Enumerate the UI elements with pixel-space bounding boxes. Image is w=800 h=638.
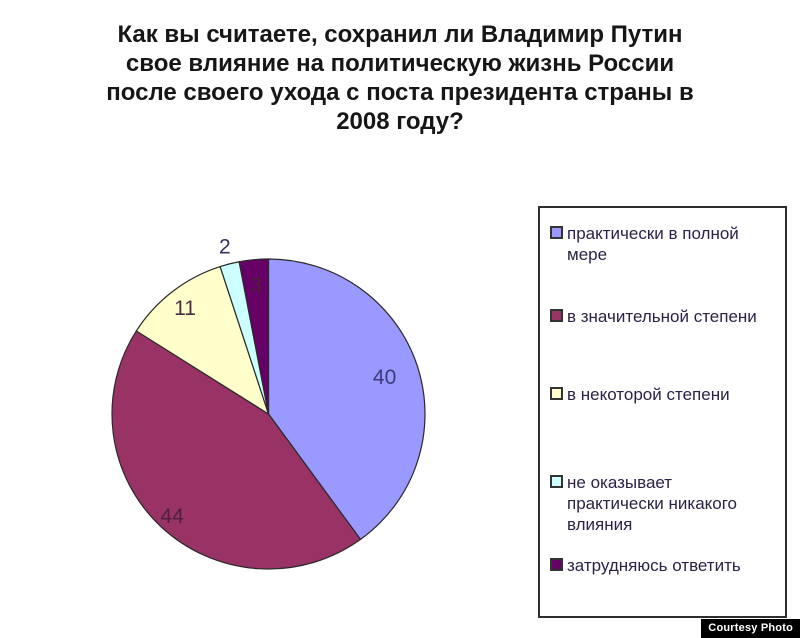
chart-title: Как вы считаете, сохранил ли Владимир Пу…: [0, 20, 800, 136]
pie-slice-1: [111, 330, 362, 570]
pie-value-label-4: 3: [250, 274, 262, 297]
legend-label-some-degree: в некоторой степени: [567, 385, 730, 404]
legend-label-significant-degree: в значительной степени: [567, 307, 757, 326]
legend-label-full-extent: практически в полной мере: [567, 224, 739, 264]
title-line-3: после своего ухода с поста президента ст…: [106, 79, 694, 106]
legend-swatch-some-degree: [550, 387, 563, 400]
title-line-2: свое влияние на политическую жизнь Росси…: [125, 50, 675, 77]
pie-value-label-3: 2: [219, 235, 231, 258]
pie-slice-2: [135, 265, 270, 416]
legend-swatch-no-influence: [550, 475, 563, 488]
legend-swatch-hard-to-answer: [550, 558, 563, 571]
pie-chart: 40 44 11 23: [111, 235, 426, 570]
legend-item-some-degree: в некоторой степени: [550, 384, 771, 405]
credit-badge: Courtesy Photo: [701, 619, 800, 638]
legend-swatch-significant-degree: [550, 309, 563, 322]
pie-value-label-2: 11: [174, 297, 196, 320]
legend-label-no-influence: не оказывает практически никакого влияни…: [567, 473, 738, 534]
pie-slice-4: [238, 258, 270, 415]
legend-swatch-full-extent: [550, 226, 563, 239]
pie-value-label-0: 40: [373, 366, 396, 389]
chart-legend: практически в полной мере в значительной…: [538, 206, 787, 618]
legend-label-hard-to-answer: затрудняюсь ответить: [567, 556, 741, 575]
legend-item-no-influence: не оказывает практически никакого влияни…: [550, 472, 771, 535]
pie-value-label-1: 44: [160, 505, 184, 528]
legend-item-full-extent: практически в полной мере: [550, 223, 771, 265]
title-line-4: 2008 году?: [336, 108, 464, 135]
pie-slice-0: [267, 258, 426, 541]
legend-item-significant-degree: в значительной степени: [550, 306, 771, 327]
title-line-1: Как вы считаете, сохранил ли Владимир Пу…: [117, 21, 683, 48]
legend-item-hard-to-answer: затрудняюсь ответить: [550, 555, 771, 576]
